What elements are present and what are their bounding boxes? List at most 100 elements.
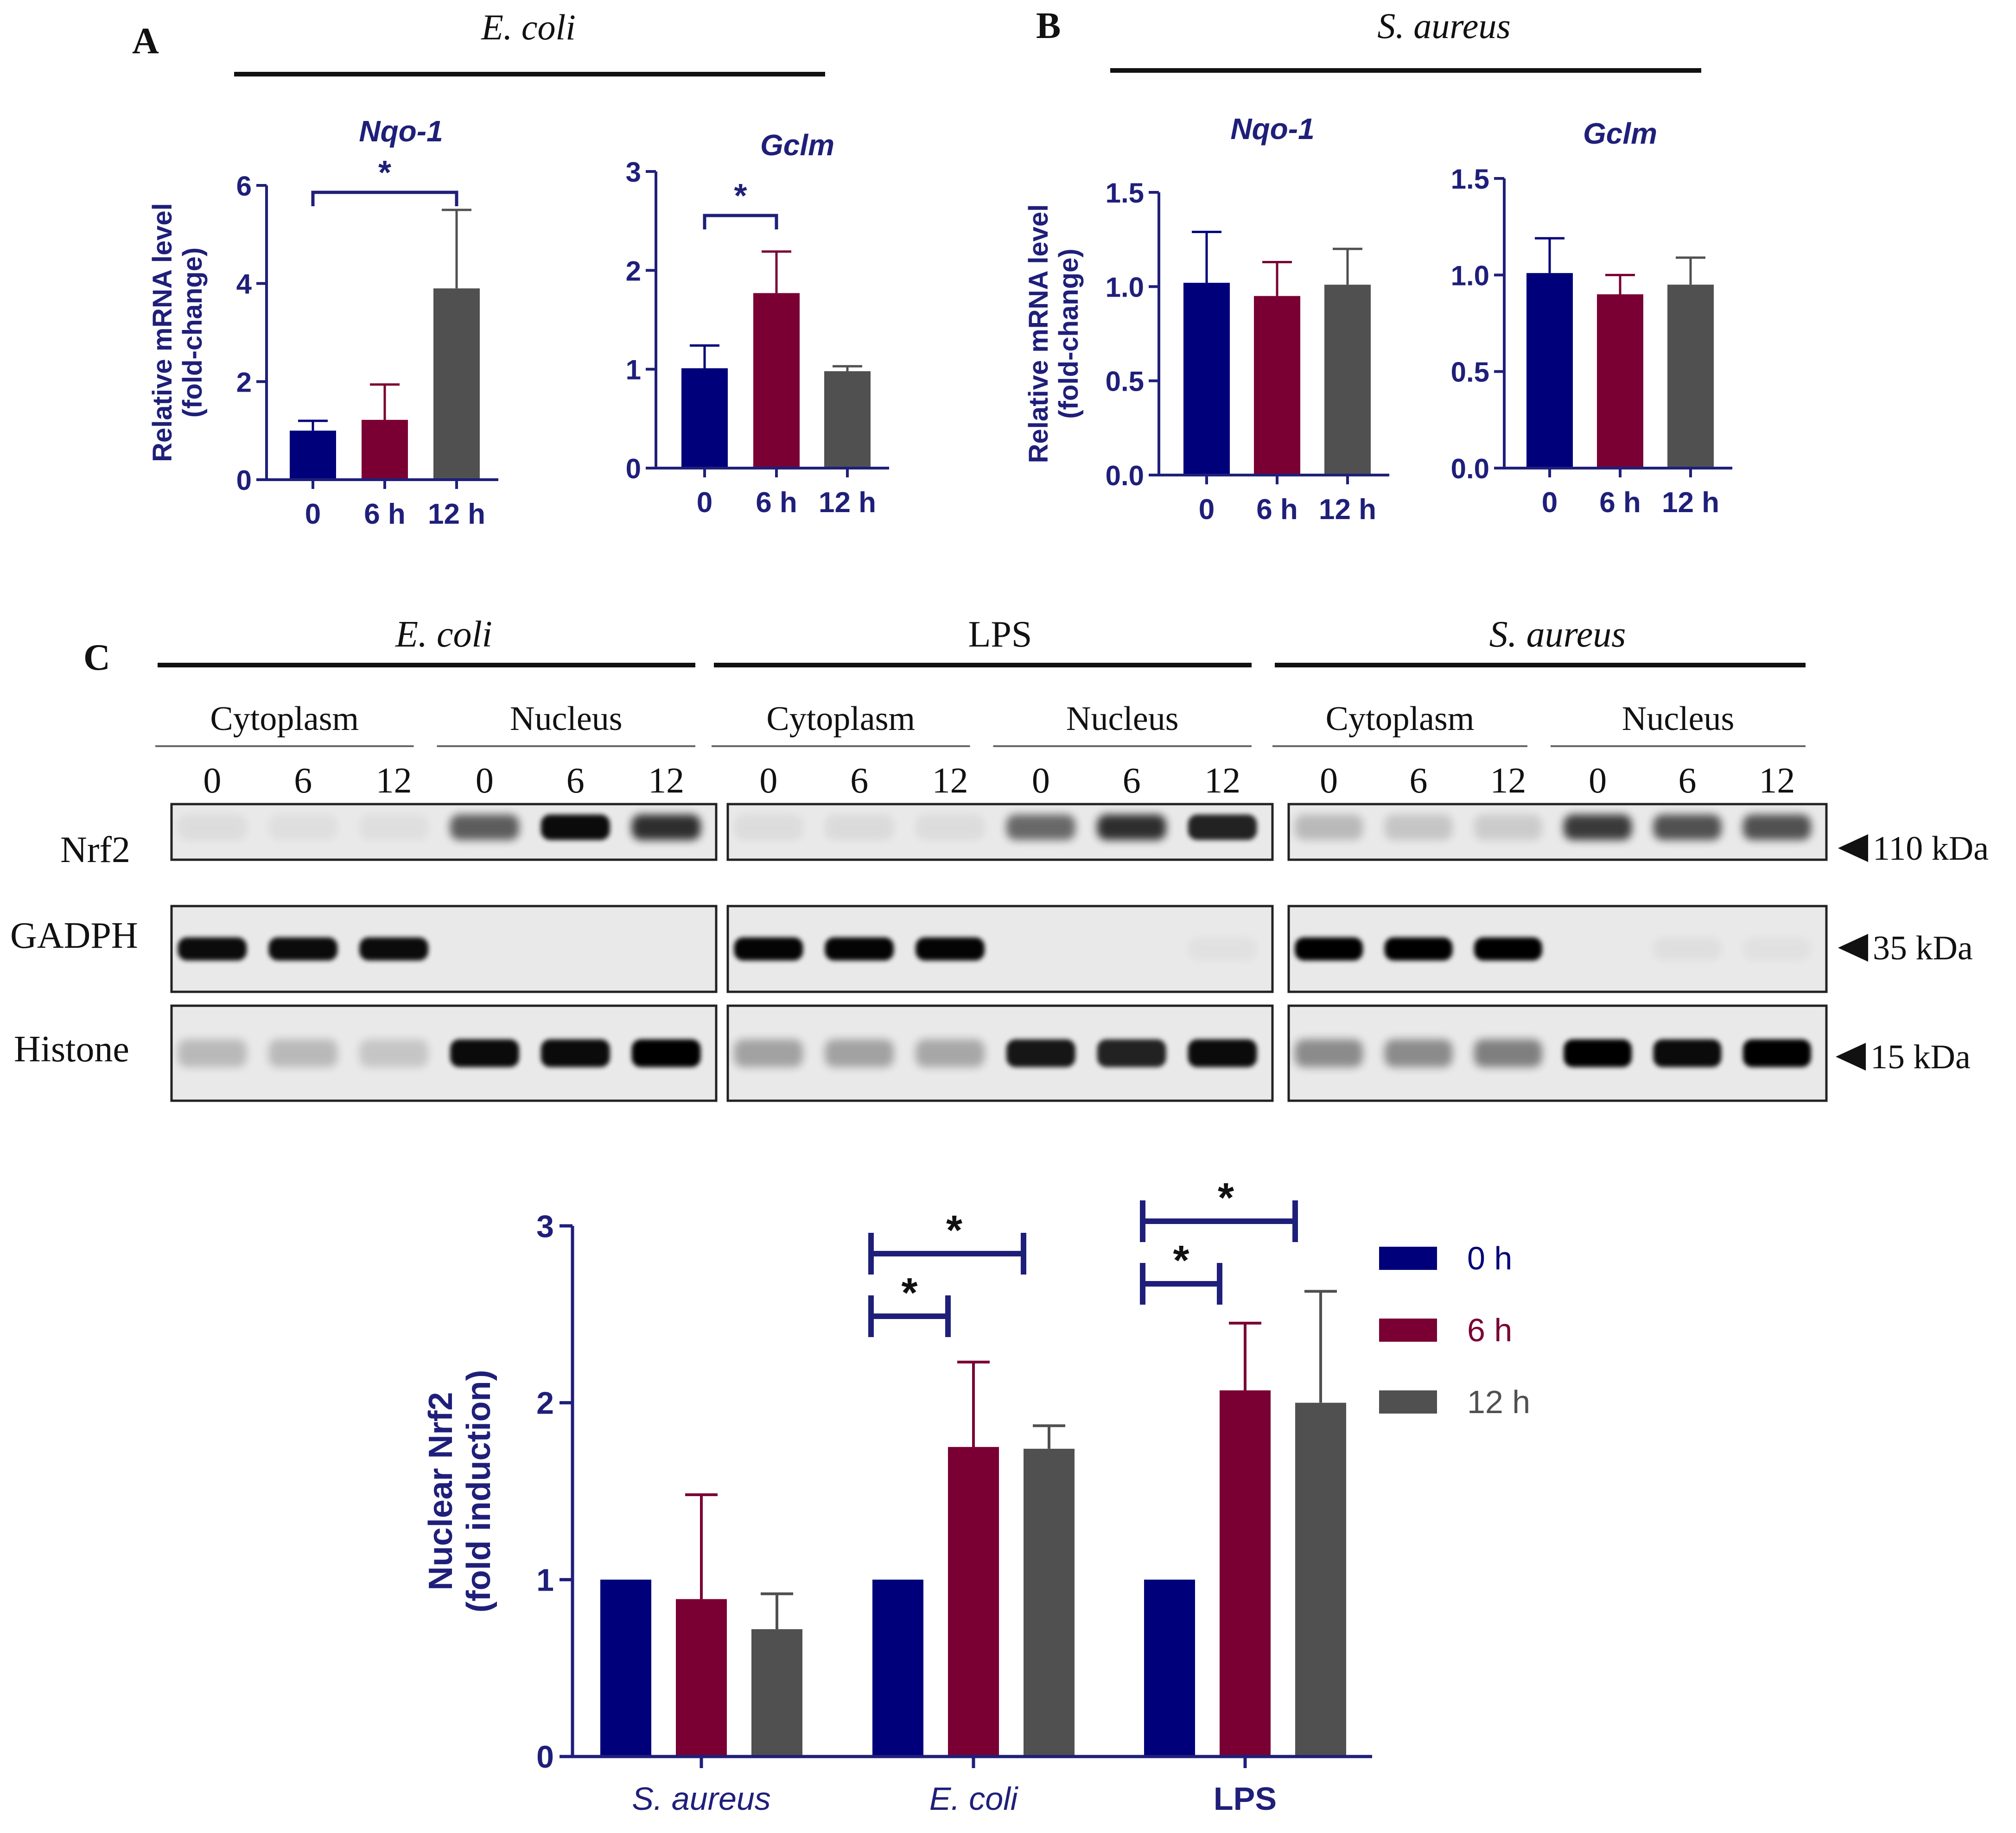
legend-label: 12 h xyxy=(1467,1384,1530,1420)
x-tick-label: 12 h xyxy=(819,487,876,519)
blot-band xyxy=(1295,814,1363,840)
y-tick-label: 0.5 xyxy=(1451,357,1489,388)
blot-group-label: LPS xyxy=(968,614,1032,655)
significance-star: * xyxy=(1173,1237,1189,1284)
blot-band xyxy=(541,1039,610,1067)
blot-lane-label: 12 xyxy=(1490,760,1526,800)
blot-lane-label: 12 xyxy=(648,760,684,800)
significance-star: * xyxy=(378,154,391,191)
x-tick-label: 12 h xyxy=(428,498,485,530)
x-tick-label: 12 h xyxy=(1319,494,1376,526)
blot-band xyxy=(1474,814,1542,840)
blot-band xyxy=(450,1039,519,1067)
bar xyxy=(1220,1390,1271,1757)
blot-kda-label: 15 kDa xyxy=(1870,1038,1971,1076)
bar xyxy=(290,431,336,480)
blot-lane-label: 6 xyxy=(1123,760,1141,800)
bar xyxy=(676,1599,727,1757)
blot-band xyxy=(825,937,894,961)
blot-group-label: E. coli xyxy=(395,614,492,655)
blot-band xyxy=(916,937,985,961)
legend-label: 6 h xyxy=(1467,1312,1512,1348)
x-tick-label: 12 h xyxy=(1662,487,1719,519)
x-tick-label: 6 h xyxy=(756,487,797,519)
x-tick-label: 6 h xyxy=(1599,487,1641,519)
y-axis-label: Relative mRNA level(fold-change) xyxy=(147,203,208,462)
bar xyxy=(948,1447,999,1757)
significance-star: * xyxy=(734,178,747,215)
blot-membrane xyxy=(1287,905,1828,993)
blot-membrane xyxy=(170,905,718,993)
blot-band xyxy=(268,814,338,840)
blot-band xyxy=(1653,1039,1722,1067)
blot-band xyxy=(1097,1039,1166,1067)
blot-row-label: GADPH xyxy=(10,915,138,956)
x-tick-label: E. coli xyxy=(929,1781,1019,1817)
y-axis-label-line2: (fold induction) xyxy=(460,1370,497,1613)
blot-band xyxy=(1564,814,1632,840)
y-tick-label: 1 xyxy=(536,1562,554,1598)
blot-row-label: Nrf2 xyxy=(60,830,130,870)
blot-fraction-label: Nucleus xyxy=(1622,700,1735,738)
blot-band xyxy=(916,1039,985,1067)
y-tick-label: 6 xyxy=(236,171,252,202)
blot-lane-label: 0 xyxy=(1320,760,1338,800)
blot-fraction-label: Nucleus xyxy=(1066,700,1179,738)
blot-membrane xyxy=(170,1004,718,1102)
x-tick-label: 6 h xyxy=(1256,494,1298,526)
blot-band xyxy=(1384,937,1453,961)
y-tick-label: 0 xyxy=(626,453,641,484)
blot-band xyxy=(1384,1039,1453,1067)
blot-lane-label: 6 xyxy=(850,760,868,800)
x-tick-label: 6 h xyxy=(364,498,406,530)
bar xyxy=(1254,296,1300,475)
blot-fraction-label: Cytoplasm xyxy=(766,700,915,738)
bar xyxy=(753,293,800,468)
x-tick-label: 0 xyxy=(1542,487,1558,519)
blot-band xyxy=(1564,1039,1632,1067)
chart-a-gclm: Gclm 0 6 h 12 h 0 1 2 3 * xyxy=(626,128,889,519)
bar xyxy=(433,288,480,480)
bar xyxy=(681,368,728,468)
y-tick-label: 3 xyxy=(536,1209,554,1244)
blot-band xyxy=(916,814,985,840)
x-tick-label: 0 xyxy=(697,487,712,519)
y-tick-label: 1.5 xyxy=(1451,164,1489,195)
blot-band xyxy=(1653,937,1722,961)
y-tick-label: 3 xyxy=(626,157,641,188)
blot-lane-label: 6 xyxy=(566,760,585,800)
y-axis-label-line2: (fold-change) xyxy=(1054,248,1084,419)
significance-bracket xyxy=(311,190,458,206)
y-tick-label: 0.5 xyxy=(1106,366,1144,397)
blot-band xyxy=(1097,814,1166,840)
blot-band xyxy=(1384,814,1453,840)
significance-bracket xyxy=(868,1233,1026,1275)
bar xyxy=(1324,285,1371,475)
blot-lane-label: 6 xyxy=(294,760,312,800)
blot-membrane xyxy=(726,905,1274,993)
blot-band xyxy=(1474,1039,1542,1067)
blot-lane-label: 12 xyxy=(1204,760,1240,800)
western-blot: E. coli Cytoplasm Nucleus 0 6 12 0 6 12 LPS Cytopl… xyxy=(10,614,1989,1102)
y-axis-label-line1: Relative mRNA level xyxy=(147,203,178,462)
y-axis-label-line2: (fold-change) xyxy=(178,247,208,418)
blot-band xyxy=(631,1039,701,1067)
chart-title: Gclm xyxy=(760,128,834,162)
panel-a-group-label: E. coli xyxy=(481,7,576,47)
blot-band xyxy=(268,1039,338,1067)
blot-lane-label: 6 xyxy=(1410,760,1428,800)
legend-swatch xyxy=(1379,1247,1437,1270)
blot-band xyxy=(1188,814,1257,840)
y-tick-label: 0 xyxy=(536,1739,554,1775)
blot-fraction-label: Cytoplasm xyxy=(210,700,359,738)
blot-band xyxy=(359,937,428,961)
blot-band xyxy=(1295,937,1363,961)
blot-lane-label: 0 xyxy=(203,760,221,800)
bar xyxy=(1024,1448,1075,1757)
y-tick-label: 0.0 xyxy=(1106,460,1144,491)
legend-swatch xyxy=(1379,1319,1437,1342)
chart-b-nqo1: Nqo-1 0 6 h 12 h 0.0 0.5 1.0 1.5 Relative mRNA l… xyxy=(1024,112,1389,526)
significance-bracket xyxy=(703,214,778,229)
blot-lane-label: 12 xyxy=(932,760,968,800)
